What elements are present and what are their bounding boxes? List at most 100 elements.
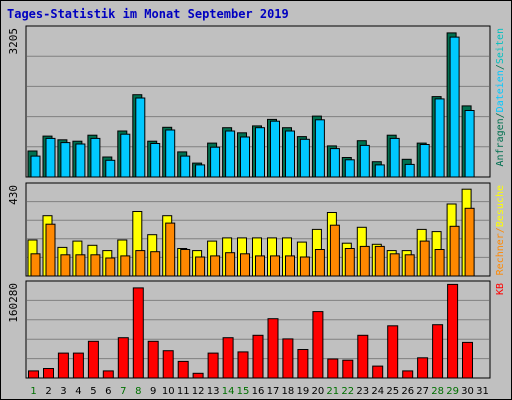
bar-kb-day-7	[117, 337, 129, 379]
bar-kb-day-4	[72, 352, 84, 379]
bar-dateien-day-1	[30, 155, 41, 178]
series-legend: Rechner/Besuche	[495, 185, 506, 275]
bar-rechner-day-23	[359, 245, 370, 277]
x-tick-label-day-13: 13	[207, 386, 220, 397]
x-tick-label-day-1: 1	[30, 386, 36, 397]
bar-rechner-day-21	[329, 224, 340, 277]
bar-dateien-day-4	[75, 143, 86, 178]
bar-dateien-day-26	[404, 163, 415, 178]
bar-dateien-day-13	[210, 146, 221, 178]
legend-label: Seiten	[495, 28, 506, 64]
bar-dateien-day-27	[419, 144, 430, 178]
x-tick-label-day-20: 20	[312, 386, 325, 397]
x-tick-label-day-28: 28	[431, 386, 444, 397]
bar-rechner-day-26	[404, 254, 415, 277]
legend-label: Anfragen	[495, 118, 506, 166]
bar-rechner-day-25	[389, 253, 400, 277]
bar-dateien-day-25	[389, 137, 400, 178]
bar-rechner-day-13	[210, 255, 221, 277]
series-legend: Anfragen/Dateien/Seiten	[495, 28, 506, 167]
bar-kb-day-23	[357, 334, 369, 379]
bar-dateien-day-11	[180, 155, 191, 178]
bar-kb-day-15	[237, 351, 249, 379]
bar-dateien-day-18	[285, 130, 295, 178]
bar-rechner-day-14	[225, 252, 236, 277]
x-tick-label-day-18: 18	[282, 386, 295, 397]
x-tick-label-day-25: 25	[386, 386, 399, 397]
legend-label: /	[495, 64, 506, 70]
bar-kb-day-10	[162, 350, 174, 379]
bar-rechner-day-17	[270, 255, 280, 277]
y-axis-max-label: 3205	[7, 28, 20, 55]
bar-kb-day-5	[87, 340, 99, 379]
bar-dateien-day-19	[299, 138, 310, 178]
chart-panel-middle: 430 Rechner/Besuche	[7, 182, 506, 277]
bar-rechner-day-6	[105, 257, 116, 277]
x-tick-label-day-8: 8	[135, 386, 141, 397]
bar-dateien-day-28	[434, 98, 445, 178]
legend-label: Dateien	[495, 70, 506, 112]
bar-rechner-day-20	[314, 249, 325, 277]
bar-rechner-day-2	[45, 223, 56, 277]
bar-kb-day-24	[372, 365, 384, 379]
bar-kb-day-29	[447, 283, 459, 379]
bar-kb-day-6	[102, 370, 114, 379]
bar-dateien-day-14	[225, 130, 236, 178]
x-tick-label-day-11: 11	[177, 386, 190, 397]
bar-kb-day-1	[28, 370, 39, 379]
bar-dateien-day-30	[464, 110, 475, 178]
bar-rechner-day-29	[449, 225, 460, 277]
bar-kb-day-2	[43, 368, 54, 379]
x-tick-label-day-22: 22	[341, 386, 354, 397]
bar-dateien-day-12	[195, 164, 206, 178]
bar-kb-day-16	[252, 334, 264, 379]
legend-label: /	[495, 227, 506, 233]
bar-dateien-day-16	[255, 127, 265, 178]
x-tick-label-day-5: 5	[90, 386, 96, 397]
bar-rechner-day-16	[255, 255, 265, 277]
x-tick-label-day-30: 30	[461, 386, 474, 397]
bar-dateien-day-15	[240, 136, 250, 178]
bar-dateien-day-17	[270, 120, 280, 178]
bar-dateien-day-24	[374, 164, 385, 178]
x-tick-label-day-27: 27	[416, 386, 429, 397]
bar-kb-day-20	[312, 311, 324, 379]
bar-kb-day-14	[222, 337, 234, 379]
x-tick-label-day-23: 23	[356, 386, 369, 397]
x-tick-label-day-15: 15	[237, 386, 250, 397]
bar-rechner-day-9	[150, 251, 161, 277]
bar-kb-day-27	[417, 357, 429, 379]
x-tick-label-day-10: 10	[162, 386, 175, 397]
bar-rechner-day-8	[135, 250, 146, 277]
bar-rechner-day-28	[434, 249, 445, 277]
bar-dateien-day-5	[90, 137, 101, 178]
x-tick-label-day-2: 2	[45, 386, 51, 397]
bar-dateien-day-7	[120, 133, 131, 178]
bar-kb-day-19	[297, 349, 309, 379]
bar-rechner-day-5	[90, 254, 101, 277]
bar-rechner-day-3	[60, 254, 71, 277]
bar-rechner-day-1	[30, 253, 41, 277]
legend-label: KB	[495, 283, 506, 295]
bar-rechner-day-22	[344, 248, 355, 277]
legend-label: /	[495, 112, 506, 118]
bar-rechner-day-27	[419, 240, 430, 277]
bar-dateien-day-8	[135, 97, 146, 178]
bar-dateien-day-23	[359, 144, 370, 178]
x-tick-label-day-17: 17	[267, 386, 280, 397]
bar-kb-day-11	[177, 360, 189, 379]
bar-rechner-day-19	[299, 256, 310, 277]
y-axis-max-label: 430	[7, 185, 20, 205]
x-tick-label-day-3: 3	[60, 386, 66, 397]
x-tick-label-day-9: 9	[150, 386, 156, 397]
bar-dateien-day-10	[165, 129, 176, 178]
x-tick-label-day-6: 6	[105, 386, 111, 397]
x-tick-label-day-7: 7	[120, 386, 126, 397]
x-tick-label-day-26: 26	[401, 386, 414, 397]
bar-kb-day-17	[267, 318, 279, 379]
bar-rechner-day-4	[75, 254, 86, 277]
bar-kb-day-22	[342, 359, 354, 379]
bar-kb-day-21	[327, 358, 339, 379]
